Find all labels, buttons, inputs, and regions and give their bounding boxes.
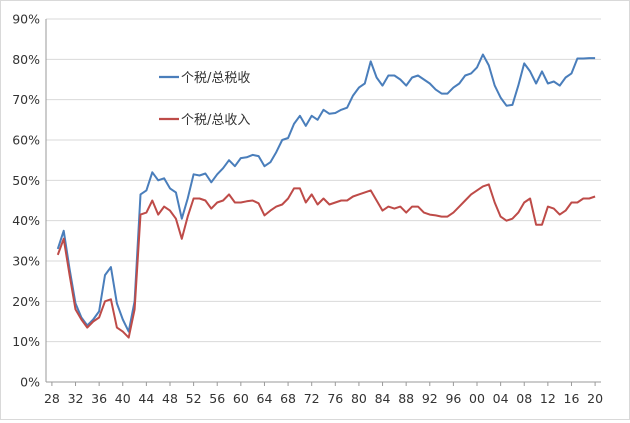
x-tick-label: 48 (162, 391, 178, 406)
y-tick-label: 10% (12, 334, 40, 349)
x-tick-label: 44 (138, 391, 154, 406)
legend-label: 个税/总税收 (181, 71, 250, 86)
y-tick-label: 90% (12, 12, 40, 27)
x-tick-label: 00 (469, 391, 485, 406)
y-tick-label: 60% (12, 133, 40, 148)
x-tick-label: 60 (233, 391, 249, 406)
x-tick-label: 04 (493, 391, 509, 406)
x-tick-label: 12 (540, 391, 556, 406)
x-tick-label: 08 (516, 391, 532, 406)
x-tick-label: 76 (327, 391, 343, 406)
y-tick-label: 70% (12, 92, 40, 107)
x-tick-label: 32 (68, 391, 84, 406)
y-tick-label: 40% (12, 213, 40, 228)
x-tick-label: 56 (209, 391, 225, 406)
y-tick-label: 0% (20, 375, 40, 390)
x-tick-label: 64 (257, 391, 273, 406)
y-tick-label: 80% (12, 52, 40, 67)
x-tick-label: 72 (304, 391, 320, 406)
y-tick-label: 30% (12, 254, 40, 269)
y-tick-label: 20% (12, 294, 40, 309)
x-tick-label: 68 (280, 391, 296, 406)
series-lines (56, 53, 596, 339)
x-tick-label: 80 (351, 391, 367, 406)
y-axis: 0% 10% 20% 30% 40% 50% 60% 70% 80% 90% (12, 12, 47, 390)
x-tick-label: 84 (375, 391, 391, 406)
x-tick-label: 36 (91, 391, 107, 406)
x-axis: 28 32 36 40 44 48 52 56 60 64 68 72 76 80 84 88 92 96 00 04… (44, 382, 603, 406)
x-tick-label: 40 (115, 391, 131, 406)
x-tick-label: 52 (186, 391, 202, 406)
legend-label: 个税/总收入 (181, 113, 250, 128)
x-tick-label: 88 (398, 391, 414, 406)
x-tick-label: 92 (422, 391, 438, 406)
x-tick-label: 96 (445, 391, 461, 406)
series-line-2 (56, 183, 596, 339)
series-line-1 (56, 53, 596, 333)
y-tick-label: 50% (12, 173, 40, 188)
x-tick-label: 28 (44, 391, 60, 406)
x-tick-label: 20 (587, 391, 603, 406)
x-tick-label: 16 (564, 391, 580, 406)
